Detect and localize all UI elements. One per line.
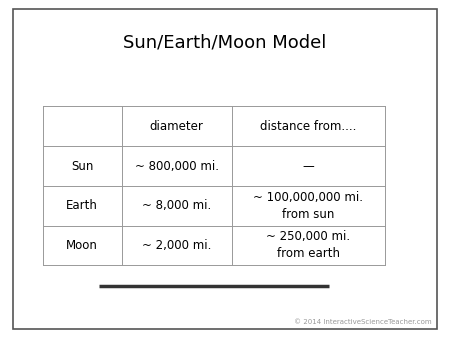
- Text: ~ 2,000 mi.: ~ 2,000 mi.: [142, 239, 212, 252]
- Text: Sun/Earth/Moon Model: Sun/Earth/Moon Model: [123, 33, 327, 51]
- Text: distance from....: distance from....: [260, 120, 356, 133]
- FancyBboxPatch shape: [13, 9, 437, 329]
- Text: Sun: Sun: [71, 160, 93, 172]
- Text: ~ 800,000 mi.: ~ 800,000 mi.: [135, 160, 219, 172]
- Text: ~ 100,000,000 mi.
from sun: ~ 100,000,000 mi. from sun: [253, 191, 363, 221]
- Text: ~ 8,000 mi.: ~ 8,000 mi.: [142, 199, 211, 212]
- Text: —: —: [302, 160, 314, 172]
- Text: © 2014 InteractiveScienceTeacher.com: © 2014 InteractiveScienceTeacher.com: [294, 319, 432, 325]
- Text: diameter: diameter: [150, 120, 203, 133]
- Text: ~ 250,000 mi.
from earth: ~ 250,000 mi. from earth: [266, 231, 350, 261]
- Text: Moon: Moon: [66, 239, 98, 252]
- Text: Earth: Earth: [66, 199, 98, 212]
